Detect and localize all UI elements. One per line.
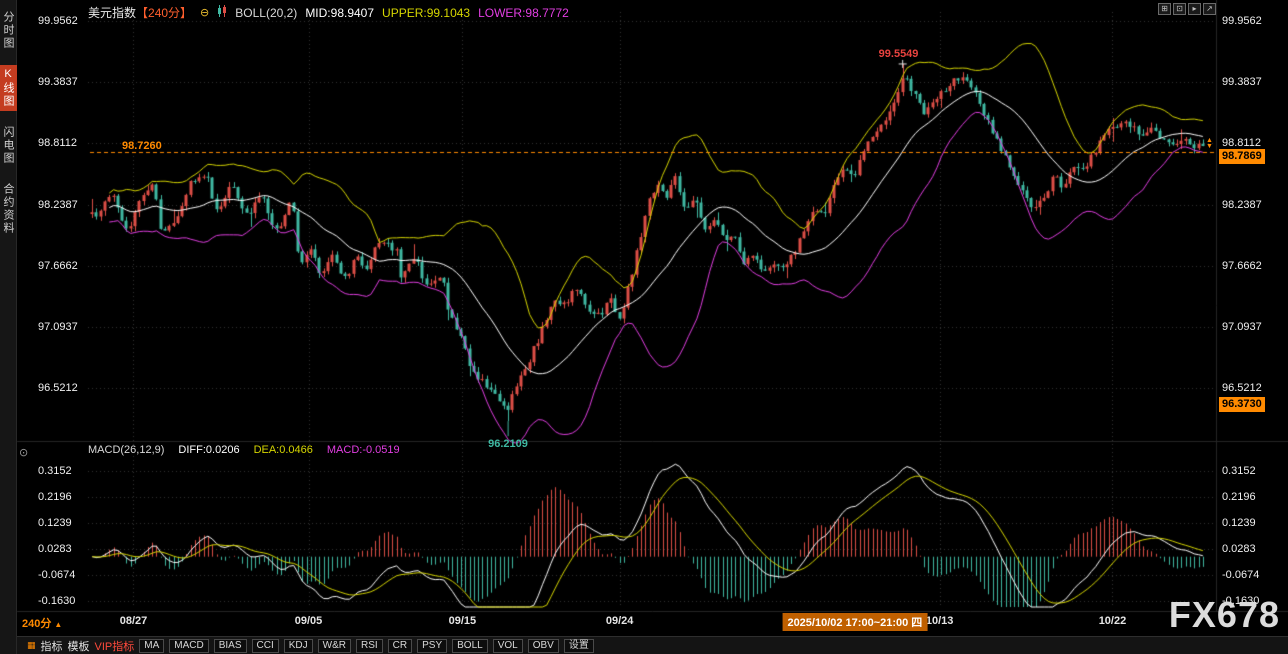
indicator-menu[interactable]: 指标: [41, 638, 63, 654]
sidebar-tab[interactable]: 分时图: [0, 8, 17, 53]
indicator-button[interactable]: PSY: [417, 639, 447, 653]
date-tick: 10/13: [926, 615, 954, 627]
settings-button[interactable]: 设置: [564, 639, 594, 653]
macd-panel-toggle-icon[interactable]: ⊙: [19, 446, 28, 459]
sidebar-tab[interactable]: 闪电图: [0, 123, 17, 168]
sidebar-tab[interactable]: K线图: [0, 65, 17, 111]
symbol-name: 美元指数: [88, 6, 136, 20]
boll-overlay-icon[interactable]: [217, 5, 227, 20]
macd-axis-label: -0.1630: [38, 595, 75, 607]
boll-lower-value: LOWER:98.7772: [478, 6, 569, 20]
down-arrow-icon: ▼: [1206, 144, 1213, 150]
session-low-box: 96.3730: [1219, 397, 1265, 412]
low-price-annotation: 96.2109: [488, 438, 528, 450]
period-selector[interactable]: 240分 ▲: [22, 615, 62, 631]
date-tick: 09/05: [295, 615, 323, 627]
indicator-button[interactable]: OBV: [528, 639, 559, 653]
macd-axis-label: 0.3152: [1222, 465, 1256, 477]
window-control-button[interactable]: ⊞: [1158, 3, 1171, 15]
indicator-button[interactable]: KDJ: [284, 639, 313, 653]
macd-axis-label: 0.0283: [1222, 543, 1256, 555]
window-control-button[interactable]: ↗: [1203, 3, 1216, 15]
macd-axis-label: 0.1239: [38, 517, 72, 529]
reference-price-label: 98.7260: [122, 140, 162, 152]
indicator-button[interactable]: MACD: [169, 639, 208, 653]
macd-axis-label: -0.0674: [1222, 569, 1259, 581]
crosshair-datetime-badge: 2025/10/02 17:00~21:00 四: [782, 613, 927, 631]
last-price-box: 98.7869: [1219, 149, 1265, 164]
indicator-button[interactable]: BIAS: [214, 639, 247, 653]
date-tick: 09/15: [449, 615, 477, 627]
indicator-button[interactable]: BOLL: [452, 639, 488, 653]
boll-upper-value: UPPER:99.1043: [382, 6, 470, 20]
high-price-annotation: 99.5549: [879, 48, 919, 60]
macd-axis-left: 0.3152 0.2196 0.1239 0.0283 -0.0674 -0.1630: [38, 0, 100, 611]
macd-diff-value: DIFF:0.0206: [178, 444, 239, 456]
price-updown-icon: ▲ ▼: [1206, 138, 1213, 150]
indicator-button[interactable]: VOL: [493, 639, 523, 653]
fx678-watermark: FX678: [1169, 594, 1280, 636]
macd-header: MACD(26,12,9) DIFF:0.0206 DEA:0.0466 MAC…: [88, 444, 400, 456]
date-tick: 10/22: [1099, 615, 1127, 627]
indicator-button[interactable]: RSI: [356, 639, 383, 653]
macd-axis-label: -0.0674: [38, 569, 75, 581]
macd-axis-label: 0.2196: [1222, 491, 1256, 503]
indicator-button[interactable]: CCI: [252, 639, 279, 653]
indicator-button[interactable]: CR: [388, 639, 412, 653]
trading-app-window: 分时图 K线图闪电图合约资料 美元指数【240分】 ⊖ BOLL(20,2) MI…: [0, 0, 1288, 654]
macd-axis-right: 0.31520.21960.12390.0283-0.0674-0.1630: [1222, 0, 1284, 611]
macd-axis-label: 0.0283: [38, 543, 72, 555]
chart-header: 美元指数【240分】 ⊖ BOLL(20,2) MID:98.9407 UPPE…: [88, 4, 569, 21]
left-sidebar: 分时图 K线图闪电图合约资料: [0, 0, 17, 654]
window-control-button[interactable]: ⊡: [1173, 3, 1186, 15]
boll-mid-value: MID:98.9407: [305, 6, 374, 20]
period-arrow-icon: ▲: [54, 620, 62, 629]
candlestick-chart-canvas[interactable]: [0, 0, 1288, 654]
template-menu[interactable]: 模板: [68, 638, 90, 654]
macd-macd-value: MACD:-0.0519: [327, 444, 400, 456]
indicator-menu-icon: ▦: [27, 640, 36, 651]
indicator-button[interactable]: W&R: [318, 639, 351, 653]
indicator-toolbar: ▦ 指标 模板 VIP指标 MA MACD BIAS CCI KDJ W&R RSI CR PS…: [17, 636, 1288, 654]
indicator-button[interactable]: MA: [139, 639, 164, 653]
chart-window-controls: ⊞⊡▸↗: [1158, 3, 1216, 15]
macd-axis-label: 0.2196: [38, 491, 72, 503]
symbol-period: 【240分】: [136, 6, 192, 20]
macd-dea-value: DEA:0.0466: [254, 444, 313, 456]
boll-label: BOLL(20,2): [235, 6, 297, 20]
date-tick: 09/24: [606, 615, 634, 627]
macd-axis-label: 0.1239: [1222, 517, 1256, 529]
time-axis: 240分 ▲ 08/27 09/05 09/15 09/24 10/13 10/22 20…: [0, 613, 1288, 633]
sidebar-tab[interactable]: 合约资料: [0, 180, 17, 238]
header-title: 美元指数【240分】: [88, 4, 192, 21]
collapse-overlay-icon[interactable]: ⊖: [200, 8, 209, 18]
macd-indicator-label: MACD(26,12,9): [88, 444, 164, 456]
macd-axis-label: 0.3152: [38, 465, 72, 477]
vip-indicator-menu[interactable]: VIP指标: [95, 638, 135, 654]
window-control-button[interactable]: ▸: [1188, 3, 1201, 15]
date-tick: 08/27: [120, 615, 148, 627]
